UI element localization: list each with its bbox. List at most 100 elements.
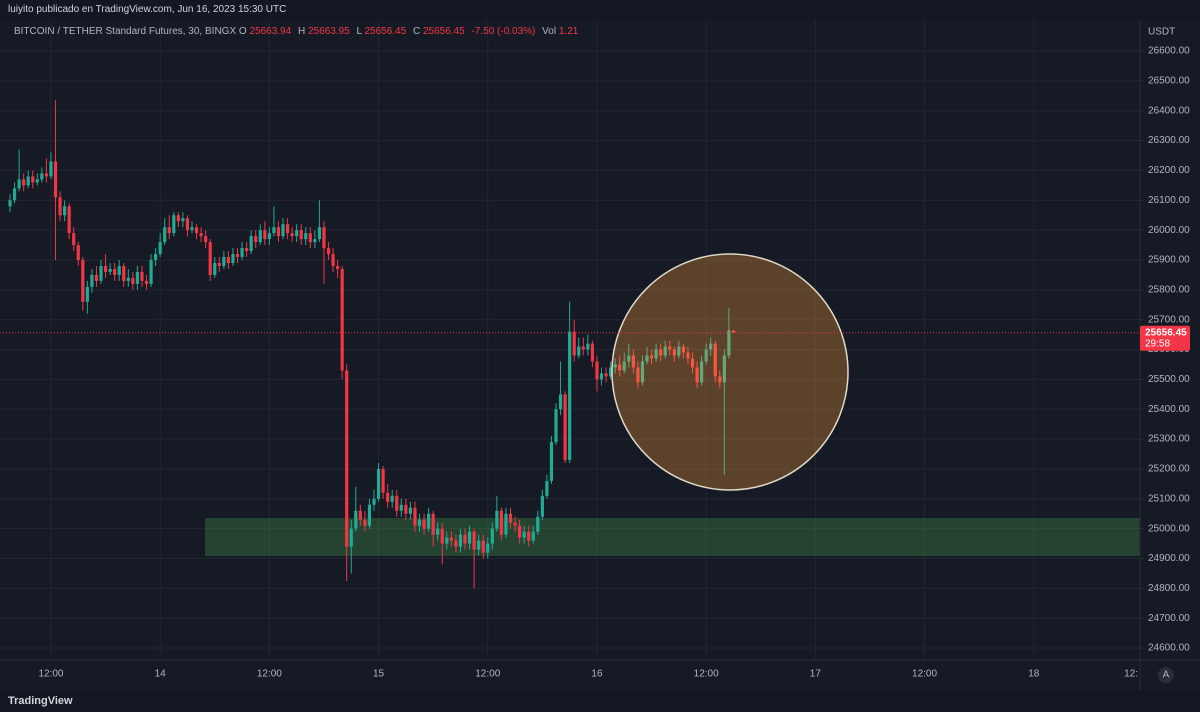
candle-body bbox=[363, 519, 367, 526]
candle-body bbox=[94, 274, 99, 281]
candle-body bbox=[263, 230, 267, 240]
candle-body bbox=[226, 257, 231, 263]
candle-body bbox=[31, 176, 35, 183]
candle-body bbox=[713, 343, 717, 377]
candle-body bbox=[609, 367, 613, 377]
y-tick-label: 25500.00 bbox=[1148, 374, 1190, 385]
candle-body bbox=[99, 265, 103, 281]
y-tick-label: 24600.00 bbox=[1148, 643, 1190, 654]
candle-body bbox=[194, 227, 199, 234]
ohlc-value: 25663.95 bbox=[307, 26, 350, 37]
candle-body bbox=[686, 352, 690, 359]
candle-body bbox=[281, 224, 285, 237]
candle-body bbox=[558, 394, 563, 410]
x-tick-label: 15 bbox=[373, 669, 385, 680]
candle-body bbox=[645, 355, 649, 362]
grid bbox=[0, 20, 1144, 660]
y-tick-label: 25700.00 bbox=[1148, 314, 1190, 325]
candle-body bbox=[481, 540, 485, 553]
candle-body bbox=[217, 262, 221, 266]
candle-body bbox=[431, 513, 435, 535]
auto-button-bg[interactable] bbox=[1158, 667, 1174, 683]
candle-body bbox=[572, 331, 576, 356]
y-tick-label: 26500.00 bbox=[1148, 76, 1190, 87]
candle-body bbox=[640, 361, 645, 383]
candle-body bbox=[727, 330, 731, 356]
auto-button[interactable]: A bbox=[1163, 670, 1170, 681]
footer: TradingView bbox=[0, 690, 1200, 712]
volume: 1.21 bbox=[558, 26, 579, 37]
candle-body bbox=[63, 206, 67, 216]
candle-body bbox=[126, 277, 130, 281]
candle-body bbox=[463, 534, 467, 544]
y-axis-unit: USDT bbox=[1148, 27, 1175, 38]
candle-body bbox=[531, 531, 535, 541]
candle-body bbox=[190, 227, 194, 231]
candle-body bbox=[90, 274, 94, 287]
y-tick-label: 24700.00 bbox=[1148, 613, 1190, 624]
candle-body bbox=[81, 260, 85, 302]
candle-body bbox=[386, 492, 390, 502]
candle-body bbox=[390, 495, 394, 502]
candle-body bbox=[672, 349, 676, 356]
candle-body bbox=[103, 265, 108, 272]
x-tick-label: 16 bbox=[591, 669, 603, 680]
candle-body bbox=[490, 528, 494, 544]
candle-body bbox=[381, 468, 385, 493]
candle-body bbox=[163, 227, 167, 243]
candle-body bbox=[522, 531, 526, 538]
candle-body bbox=[308, 233, 312, 243]
candle-body bbox=[240, 248, 244, 258]
candle-body bbox=[445, 537, 449, 544]
candle-body bbox=[204, 236, 208, 243]
change: -7.50 (-0.03%) bbox=[471, 26, 536, 37]
candle-body bbox=[545, 480, 549, 496]
candle-body bbox=[336, 265, 340, 269]
y-tick-label: 26400.00 bbox=[1148, 105, 1190, 116]
candle-body bbox=[49, 161, 53, 177]
candle-body bbox=[508, 513, 513, 523]
candle-body bbox=[413, 507, 417, 526]
candle-body bbox=[577, 346, 581, 356]
candle-body bbox=[631, 355, 635, 368]
candle-body bbox=[272, 227, 276, 234]
y-tick-label: 25800.00 bbox=[1148, 284, 1190, 295]
candle-body bbox=[454, 540, 458, 547]
candle-body bbox=[317, 227, 322, 240]
candle-body bbox=[85, 286, 89, 302]
y-axis-bg bbox=[1140, 20, 1200, 690]
x-tick-label: 17 bbox=[810, 669, 822, 680]
candle-body bbox=[213, 262, 217, 275]
candle-body bbox=[681, 346, 686, 353]
candle-body bbox=[663, 346, 667, 356]
candle-body bbox=[44, 173, 49, 177]
candle-body bbox=[722, 355, 726, 383]
candle-body bbox=[349, 528, 353, 547]
candle-body bbox=[376, 468, 381, 499]
candle-body bbox=[372, 498, 376, 505]
candle-body bbox=[472, 531, 476, 550]
candle-body bbox=[636, 367, 640, 383]
candle-body bbox=[695, 367, 699, 383]
candle-body bbox=[599, 373, 604, 380]
candle-body bbox=[422, 519, 426, 529]
candle-body bbox=[176, 215, 180, 222]
candle-body bbox=[76, 245, 80, 260]
x-axis: 12:00 14 12:00 15 12:00 16 12:00 17 12:00 18 12: bbox=[38, 669, 1138, 680]
candle-body bbox=[12, 188, 17, 201]
candle-body bbox=[586, 343, 590, 350]
candle-body bbox=[527, 531, 531, 541]
candle-body bbox=[690, 358, 695, 368]
candle-body bbox=[199, 233, 203, 237]
candle-body bbox=[8, 200, 12, 207]
candle-body bbox=[568, 331, 572, 460]
candle-body bbox=[40, 173, 44, 180]
candle-body bbox=[122, 265, 126, 281]
candle-body bbox=[549, 442, 554, 481]
candle-body bbox=[154, 254, 158, 260]
y-tick-label: 24800.00 bbox=[1148, 583, 1190, 594]
y-tick-label: 24900.00 bbox=[1148, 553, 1190, 564]
publisher: luiyito publicado en TradingView.com, Ju… bbox=[8, 4, 287, 15]
